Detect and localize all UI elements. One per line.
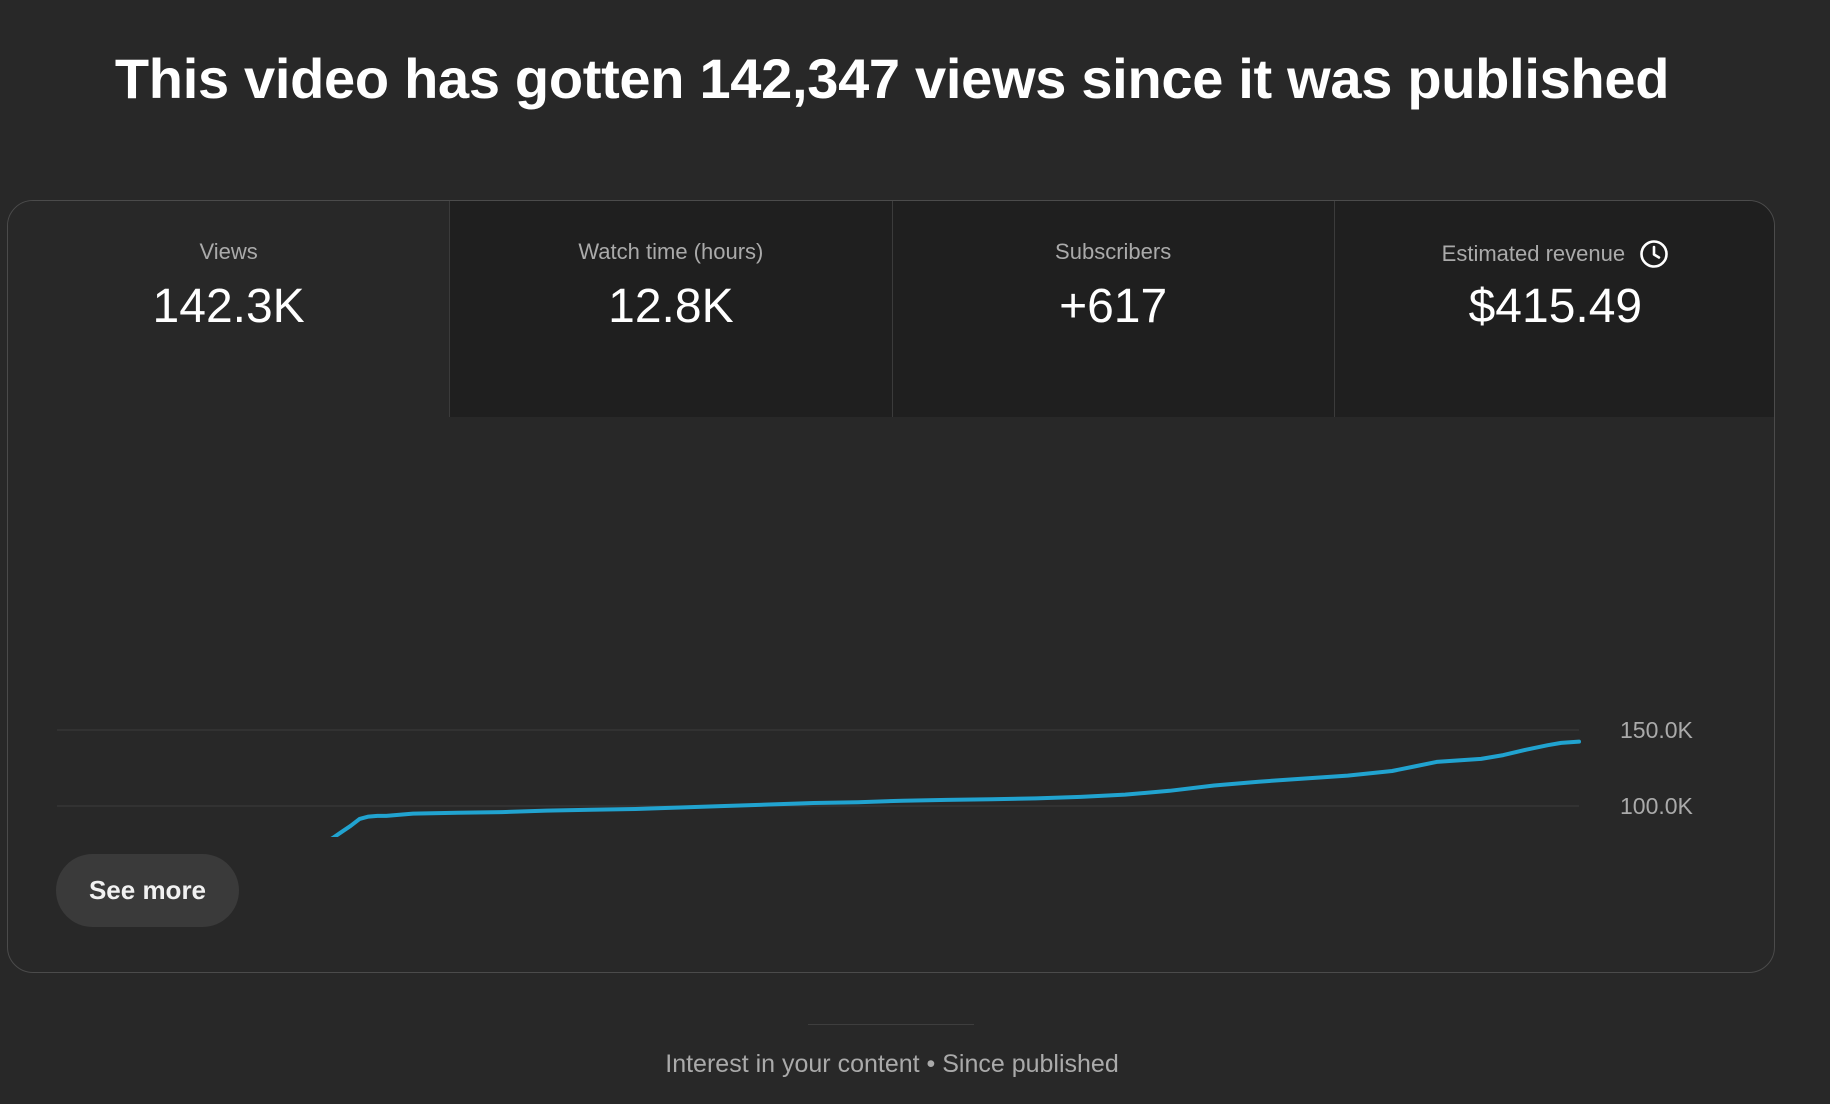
section-divider [808, 1024, 974, 1025]
see-more-button[interactable]: See more [56, 854, 239, 927]
tab-views-value: 142.3K [152, 280, 305, 333]
page-headline: This video has gotten 142,347 views sinc… [114, 47, 1670, 110]
tab-subscribers-value: +617 [1059, 280, 1168, 333]
tab-estimated-revenue-title: Estimated revenue [1441, 241, 1626, 266]
metric-tabs: Views 142.3K Watch time (hours) 12.8K Su… [8, 201, 1774, 417]
tab-watch-time-value: 12.8K [608, 280, 734, 333]
analytics-card: Views 142.3K Watch time (hours) 12.8K Su… [7, 200, 1775, 973]
clock-icon[interactable] [1639, 239, 1669, 269]
footer-caption: Interest in your content • Since publish… [665, 1050, 1119, 1078]
tab-subscribers-title: Subscribers [1055, 239, 1172, 264]
tab-views-title: Views [199, 239, 258, 264]
tab-estimated-revenue-value: $415.49 [1468, 280, 1643, 333]
tab-watch-time-title: Watch time (hours) [578, 239, 764, 264]
tab-subscribers[interactable]: Subscribers +617 [891, 201, 1334, 417]
tab-estimated-revenue[interactable]: Estimated revenue $415.49 [1333, 201, 1774, 417]
tab-views[interactable]: Views 142.3K [8, 201, 450, 417]
series-line-views [330, 739, 1581, 837]
tab-watch-time[interactable]: Watch time (hours) 12.8K [449, 201, 892, 417]
y-tick-label: 100.0K [1620, 793, 1694, 819]
y-tick-label: 150.0K [1620, 717, 1694, 743]
